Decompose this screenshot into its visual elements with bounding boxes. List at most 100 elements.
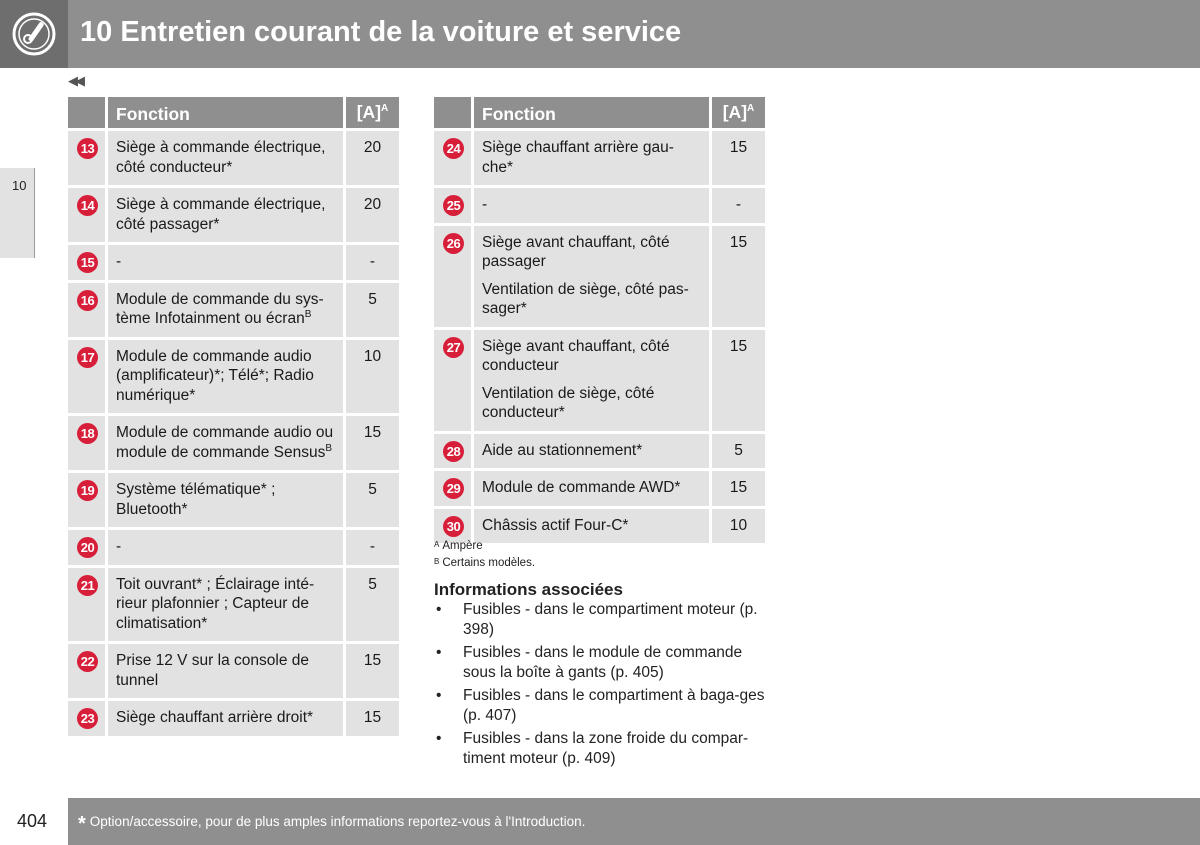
fuse-number-badge: 19: [77, 480, 98, 501]
fuse-amp-cell: 20: [346, 188, 399, 245]
header-amp: [A]A: [712, 97, 765, 131]
fuse-amp-cell: 15: [346, 644, 399, 701]
fuse-function-cell: Siège chauffant arrière droit*: [108, 701, 346, 739]
fuse-number-badge: 24: [443, 138, 464, 159]
fuse-number-badge: 15: [77, 252, 98, 273]
fuse-function-text: -: [482, 196, 488, 213]
header-num-cell: [434, 97, 474, 131]
fuse-function-text: Module de commande audio ou module de co…: [116, 424, 334, 461]
table-row: 14 Siège à commande électrique, côté pass…: [68, 188, 399, 245]
page-number: 404: [17, 811, 48, 831]
fuse-amp-cell: -: [346, 245, 399, 283]
fuse-function-cell: Siège à commande électrique, côté passag…: [108, 188, 346, 245]
related-link[interactable]: • Fusibles - dans le compartiment moteur …: [436, 601, 758, 638]
fuse-number-cell: 30: [434, 508, 474, 546]
fuse-function-cell: Module de commande AWD*: [474, 471, 712, 509]
table-row: 19 Système télématique* ; Bluetooth* 5: [68, 473, 399, 530]
footer-band: [68, 798, 1200, 845]
chapter-tab: 10: [0, 168, 35, 258]
fuse-number-cell: 22: [68, 644, 108, 701]
fuse-number-cell: 27: [434, 329, 474, 434]
fuse-function-cell: Prise 12 V sur la console de tunnel: [108, 644, 346, 701]
fuse-function-text: Système télématique* ; Bluetooth*: [116, 481, 276, 518]
fuse-function-text: Ventilation de siège, côté conducteur*: [482, 384, 655, 422]
fuse-amp-cell: 5: [346, 473, 399, 530]
fuse-number-badge: 17: [77, 346, 98, 368]
fuse-function-cell: Siège chauffant arrière gau-che*: [474, 131, 712, 188]
fuse-function-text: Châssis actif Four-C*: [482, 516, 629, 534]
fuse-function-text: Prise 12 V sur la console de tunnel: [116, 652, 309, 689]
table-header-row: Fonction [A]A: [68, 97, 399, 131]
table-row: 21 Toit ouvrant* ; Éclairage inté-rieur p…: [68, 567, 399, 644]
fuse-function-text: Siège à commande électrique, côté passag…: [116, 196, 326, 233]
table-row: 15 - -: [68, 245, 399, 283]
fuse-function-cell: Toit ouvrant* ; Éclairage inté-rieur pla…: [108, 567, 346, 644]
header-icon-box: [0, 0, 68, 68]
fuse-number-cell: 25: [434, 188, 474, 226]
fuse-amp-cell: 5: [346, 282, 399, 340]
fuse-function-cell: Siège à commande électrique, côté conduc…: [108, 131, 346, 188]
fuse-number-cell: 14: [68, 188, 108, 245]
table-header-row: Fonction [A]A: [434, 97, 765, 131]
fuse-number-cell: 16: [68, 282, 108, 340]
footnote-ref: B: [325, 442, 333, 454]
fuse-amp-cell: -: [346, 530, 399, 568]
bullet: •: [436, 644, 442, 661]
footnote-b: B Certains modèles.: [434, 557, 536, 569]
related-link[interactable]: • Fusibles - dans la zone froide du compa…: [436, 730, 749, 767]
fuse-function-text: Module de commande du sys-tème Infotainm…: [116, 290, 324, 328]
fuse-table-right: Fonction [A]A 24 Siège chauffant arrière …: [434, 97, 765, 546]
fuse-number-cell: 21: [68, 567, 108, 644]
page-header: [0, 0, 1200, 68]
fuse-amp-cell: 10: [712, 508, 765, 546]
footer-note: * Option/accessoire, pour de plus amples …: [78, 813, 586, 835]
fuse-amp-cell: 20: [346, 131, 399, 188]
related-link[interactable]: • Fusibles - dans le compartiment à baga-…: [436, 687, 765, 724]
fuse-number-badge: 20: [77, 537, 98, 558]
fuse-function-cell: Module de commande audio ou module de co…: [108, 416, 346, 473]
fuse-amp-cell: 10: [346, 339, 399, 416]
fuse-number-badge: 18: [77, 423, 98, 444]
fuse-function-cell: -: [108, 245, 346, 283]
fuse-number-badge: 22: [77, 651, 98, 672]
fuse-function-text: Siège avant chauffant, côté conducteur: [482, 337, 670, 375]
fuse-amp-cell: 15: [712, 329, 765, 434]
fuse-function-cell: Châssis actif Four-C*: [474, 508, 712, 546]
fuse-number-cell: 29: [434, 471, 474, 509]
fuse-function-text: Aide au stationnement*: [482, 441, 643, 459]
table-row: 17 Module de commande audio (amplificateu…: [68, 339, 399, 416]
bullet: •: [436, 687, 442, 704]
table-row: 16 Module de commande du sys-tème Infotai…: [68, 282, 399, 340]
table-row: 22 Prise 12 V sur la console de tunnel 15: [68, 644, 399, 701]
header-num-cell: [68, 97, 108, 131]
bullet: •: [436, 601, 442, 618]
fuse-number-badge: 29: [443, 478, 464, 499]
footnote-a: A Ampère: [434, 540, 483, 552]
bullet: •: [436, 730, 442, 747]
fuse-amp-cell: 5: [346, 567, 399, 644]
table-row: 18 Module de commande audio ou module de …: [68, 416, 399, 473]
fuse-number-cell: 20: [68, 530, 108, 568]
chapter-tab-label: 10: [12, 178, 27, 193]
fuse-amp-cell: 5: [712, 433, 765, 471]
fuse-function-text: -: [116, 253, 122, 270]
table-row: 30 Châssis actif Four-C* 10: [434, 508, 765, 546]
previous-page-marker: ◀◀: [68, 73, 85, 88]
header-amp: [A]A: [346, 97, 399, 131]
table-row: 26 Siège avant chauffant, côté passager Ve…: [434, 225, 765, 330]
fuse-number-cell: 26: [434, 225, 474, 330]
wrench-gear-icon: [12, 12, 56, 56]
fuse-table-left: Fonction [A]A 13 Siège à commande électri…: [68, 97, 399, 739]
related-link[interactable]: • Fusibles - dans le module de commande s…: [436, 644, 743, 681]
fuse-function-text: Toit ouvrant* ; Éclairage inté-rieur pla…: [116, 575, 315, 632]
fuse-function-text: Siège avant chauffant, côté passager: [482, 233, 670, 271]
table-row: 27 Siège avant chauffant, côté conducteur…: [434, 329, 765, 434]
table-row: 13 Siège à commande électrique, côté cond…: [68, 131, 399, 188]
fuse-function-cell: Aide au stationnement*: [474, 433, 712, 471]
related-info-list: • Fusibles - dans le compartiment moteur …: [434, 600, 769, 772]
fuse-function-cell: -: [474, 188, 712, 226]
fuse-amp-cell: 15: [712, 471, 765, 509]
fuse-number-badge: 27: [443, 336, 464, 358]
table-row: 23 Siège chauffant arrière droit* 15: [68, 701, 399, 739]
fuse-number-badge: 25: [443, 195, 464, 216]
